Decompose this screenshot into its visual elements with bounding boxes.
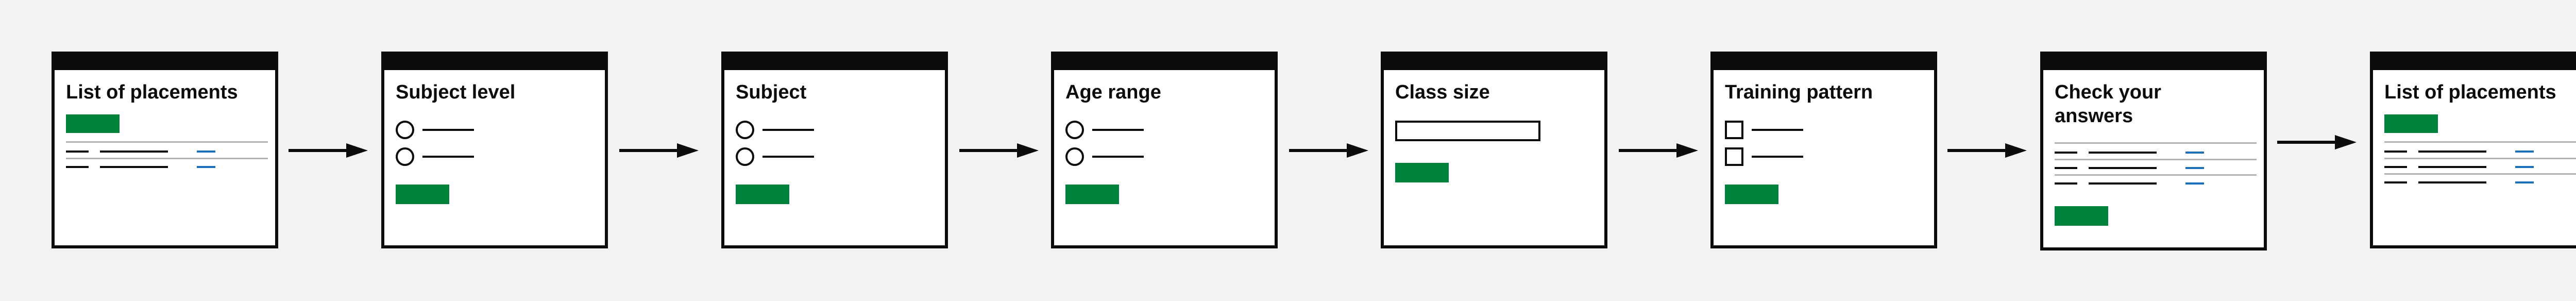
continue-button	[1065, 185, 1119, 204]
summary-divider	[2055, 159, 2257, 160]
add-placement-button	[66, 114, 120, 133]
screen-header-bar	[2043, 55, 2264, 70]
summary-change-link	[2185, 167, 2204, 169]
summary-change-link	[2185, 152, 2204, 154]
screen-age-range: Age range	[1051, 52, 1278, 248]
flow-arrow	[959, 143, 1039, 158]
table-row-value	[2418, 166, 2486, 168]
flow-arrow	[289, 143, 368, 158]
screen-check-your-answers: Check your answers	[2040, 52, 2267, 250]
summary-row-key	[2055, 167, 2077, 169]
table-row-link	[2515, 166, 2534, 168]
table-row-link	[197, 150, 215, 153]
screen-title: List of placements	[66, 81, 238, 103]
continue-button	[1395, 163, 1449, 182]
table-divider	[66, 141, 268, 143]
screen-title: Class size	[1395, 81, 1490, 103]
radio-label	[762, 129, 814, 131]
accept-and-submit-button	[2055, 206, 2108, 226]
screen-list-of-placements-final: List of placements	[2370, 52, 2576, 248]
screen-title: Age range	[1065, 81, 1161, 103]
radio-label	[762, 156, 814, 158]
table-row-value	[100, 166, 168, 168]
continue-button	[396, 185, 449, 204]
add-placement-button	[2384, 114, 2438, 133]
summary-row-value	[2089, 152, 2157, 154]
continue-button	[736, 185, 789, 204]
screen-title: Check your answers	[2055, 81, 2161, 127]
table-divider	[2384, 158, 2576, 159]
continue-button	[1725, 185, 1778, 204]
summary-change-link	[2185, 182, 2204, 185]
summary-row-key	[2055, 182, 2077, 185]
flow-arrow	[619, 143, 699, 158]
flow-arrow	[1947, 143, 2027, 158]
radio-option	[1065, 147, 1084, 166]
screen-title: List of placements	[2384, 81, 2556, 103]
summary-divider	[2055, 142, 2257, 144]
flow-arrow	[2277, 135, 2357, 149]
flow-arrow	[1289, 143, 1368, 158]
flow-arrow	[1619, 143, 1698, 158]
screen-header-bar	[55, 55, 275, 70]
radio-label	[422, 129, 474, 131]
radio-option	[736, 121, 754, 139]
screen-subject-level: Subject level	[381, 52, 608, 248]
table-divider	[2384, 173, 2576, 175]
radio-option	[1065, 121, 1084, 139]
table-row-key	[66, 166, 89, 168]
table-row-value	[2418, 150, 2486, 153]
screen-header-bar	[724, 55, 945, 70]
screen-training-pattern: Training pattern	[1710, 52, 1937, 248]
table-row-value	[100, 150, 168, 153]
screen-header-bar	[1714, 55, 1934, 70]
radio-label	[422, 156, 474, 158]
screen-list-of-placements: List of placements	[52, 52, 278, 248]
radio-option	[736, 147, 754, 166]
summary-row-key	[2055, 152, 2077, 154]
radio-label	[1092, 129, 1144, 131]
screen-title: Training pattern	[1725, 81, 1873, 103]
table-row-value	[2418, 181, 2486, 183]
checkbox-option	[1725, 121, 1743, 139]
table-row-link	[2515, 150, 2534, 153]
radio-option	[396, 121, 414, 139]
radio-option	[396, 147, 414, 166]
screen-title: Subject	[736, 81, 807, 103]
screen-subject: Subject	[721, 52, 948, 248]
summary-divider	[2055, 174, 2257, 176]
checkbox-label	[1752, 156, 1803, 158]
table-row-key	[2384, 181, 2407, 183]
table-row-key	[66, 150, 89, 153]
checkbox-label	[1752, 129, 1803, 131]
screen-header-bar	[1384, 55, 1604, 70]
table-divider	[66, 158, 268, 159]
summary-row-value	[2089, 182, 2157, 185]
screen-header-bar	[1054, 55, 1275, 70]
screen-class-size: Class size	[1381, 52, 1607, 248]
summary-row-value	[2089, 167, 2157, 169]
table-divider	[2384, 141, 2576, 143]
screen-header-bar	[2373, 55, 2576, 70]
screen-title: Subject level	[396, 81, 516, 103]
radio-label	[1092, 156, 1144, 158]
table-row-link	[2515, 181, 2534, 183]
table-row-link	[197, 166, 215, 168]
screen-header-bar	[384, 55, 605, 70]
table-row-key	[2384, 150, 2407, 153]
checkbox-option	[1725, 147, 1743, 166]
class-size-input	[1395, 121, 1540, 141]
table-row-key	[2384, 166, 2407, 168]
